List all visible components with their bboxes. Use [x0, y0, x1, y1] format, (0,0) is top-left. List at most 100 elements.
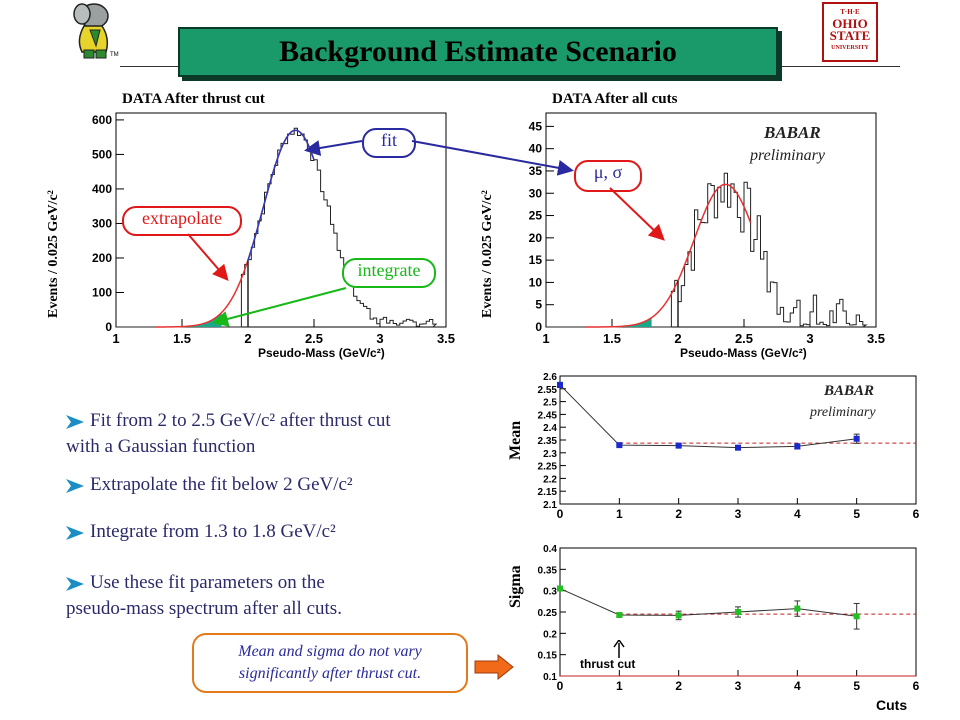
bullet-arrow-icon [66, 478, 84, 493]
x-tick-label: 5 [853, 679, 860, 693]
x-tick-label: 2 [675, 507, 682, 521]
bullet-apply-line1: Use these fit parameters on the [90, 572, 325, 593]
note-line1: Mean and sigma do not vary [238, 643, 422, 660]
y-tick-label: 2.4 [543, 423, 557, 434]
bullet-extrapolate-line1: Extrapolate the fit below 2 GeV/c² [90, 474, 353, 495]
bullet-fit: Fit from 2 to 2.5 GeV/c² after thrust cu… [66, 408, 486, 460]
x-tick-label: 3 [806, 331, 813, 346]
mu-sigma-callout: μ, σ [574, 160, 642, 192]
y-tick-label: 0 [535, 320, 542, 334]
y-tick-label: 0.3 [543, 587, 557, 598]
x-tick-label: 2.5 [305, 331, 323, 346]
extrapolate-arrow [187, 233, 229, 282]
histogram-bins [546, 172, 868, 328]
left-plot-title: DATA After thrust cut [122, 91, 265, 107]
fit-arrow-left [304, 140, 363, 156]
x-tick-label: 2 [674, 331, 681, 346]
y-tick-label: 2.2 [543, 474, 557, 485]
fit-range-curve [247, 129, 315, 261]
histogram-bins [116, 127, 438, 328]
y-tick-label: 45 [529, 119, 543, 133]
bullet-fit-line1: Fit from 2 to 2.5 GeV/c² after thrust cu… [90, 410, 391, 431]
sigma-ylabel: Sigma [507, 565, 524, 608]
y-tick-label: 2.45 [538, 410, 558, 421]
bullet-integrate-line1: Integrate from 1.3 to 1.8 GeV/c² [90, 521, 336, 542]
data-point [616, 442, 623, 449]
x-tick-label: 3.5 [437, 331, 455, 346]
data-point [735, 444, 741, 451]
integrate-arrow [212, 287, 347, 327]
data-point [557, 585, 563, 592]
y-tick-label: 0.35 [538, 565, 558, 576]
ohio-state-logo: T·H·E OHIO STATE UNIVERSITY [822, 2, 878, 62]
bullet-fit-line2: with a Gaussian function [66, 436, 256, 457]
thrust-cut-label: thrust cut [580, 657, 636, 671]
note-box: Mean and sigma do not vary significantly… [192, 633, 468, 693]
y-tick-label: 500 [92, 147, 112, 161]
y-tick-label: 0.25 [538, 608, 558, 619]
y-tick-label: 300 [92, 216, 112, 230]
x-tick-label: 5 [853, 507, 860, 521]
babar-elephant-logo: TM [73, 3, 119, 59]
bullet-arrow-icon [66, 525, 84, 540]
y-tick-label: 35 [529, 164, 543, 178]
sigma-xlabel: Cuts [876, 697, 908, 713]
mean-ylabel: Mean [507, 420, 524, 460]
y-tick-label: 2.5 [543, 398, 557, 409]
title-banner: Background Estimate Scenario [178, 27, 778, 77]
y-tick-label: 200 [92, 251, 112, 265]
svg-text:TM: TM [110, 52, 119, 58]
sigma-plot: 0.1 0.15 0.2 0.25 0.3 0.35 0.4 0 1 2 3 4 5 6 [538, 544, 920, 693]
preliminary-label-mean: preliminary [810, 405, 876, 420]
y-tick-label: 0.1 [543, 672, 557, 683]
extrapolate-callout: extrapolate [122, 206, 242, 236]
fit-arrow-right [411, 140, 574, 176]
bullet-arrow-icon [66, 414, 84, 429]
right-plot-title: DATA After all cuts [552, 91, 678, 107]
y-tick-label: 2.55 [538, 385, 558, 396]
data-point [616, 611, 623, 618]
note-line2: significantly after thrust cut. [238, 665, 422, 682]
y-tick-label: 2.15 [538, 487, 558, 498]
gaussian-fit-curve [585, 183, 752, 328]
y-tick-label: 15 [529, 253, 543, 267]
y-tick-label: 2.6 [543, 372, 557, 383]
x-tick-label: 6 [913, 507, 920, 521]
fit-callout: fit [362, 128, 416, 158]
y-tick-label: 2.35 [538, 436, 558, 447]
x-tick-label: 1 [616, 507, 623, 521]
y-tick-label: 20 [529, 231, 543, 245]
x-tick-label: 1 [542, 331, 549, 346]
bullet-apply: Use these fit parameters on the pseudo-m… [66, 570, 486, 622]
bullet-extrapolate: Extrapolate the fit below 2 GeV/c² [66, 472, 486, 498]
babar-mark-mean: BABAR [824, 383, 875, 399]
series-line [559, 588, 857, 617]
series-line [559, 384, 857, 449]
bullet-apply-line2: pseudo-mass spectrum after all cuts. [66, 598, 342, 619]
y-tick-label: 30 [529, 186, 543, 200]
data-point [675, 442, 682, 449]
data-point [794, 605, 801, 612]
y-tick-label: 5 [535, 298, 542, 312]
x-tick-label: 1.5 [603, 331, 621, 346]
right-histogram: 1 1.5 2 2.5 3 3.5 0 5 10 15 20 25 30 35 40 45 [529, 112, 885, 346]
y-tick-label: 0 [105, 320, 112, 334]
mean-plot: 2.1 2.15 2.22.25 2.3 2.35 2.4 2.452.5 2.55 2.6 0 1… [538, 372, 920, 521]
right-plot-xlabel: Pseudo-Mass (GeV/c²) [680, 346, 807, 360]
y-tick-label: 2.25 [538, 462, 558, 473]
data-point [853, 613, 860, 620]
x-tick-label: 2.5 [735, 331, 753, 346]
babar-mark-top: BABAR [764, 123, 821, 142]
y-tick-label: 2.3 [543, 449, 557, 460]
x-tick-label: 1 [616, 679, 623, 693]
y-tick-label: 0.2 [543, 629, 557, 640]
integrate-callout: integrate [342, 258, 436, 288]
bullet-integrate: Integrate from 1.3 to 1.8 GeV/c² [66, 519, 486, 545]
x-tick-label: 1.5 [173, 331, 191, 346]
preliminary-label-top: preliminary [750, 147, 825, 164]
plot-frame [545, 112, 877, 328]
x-tick-label: 2 [244, 331, 251, 346]
x-tick-label: 3 [735, 679, 742, 693]
thrust-cut-arrow [613, 640, 625, 658]
